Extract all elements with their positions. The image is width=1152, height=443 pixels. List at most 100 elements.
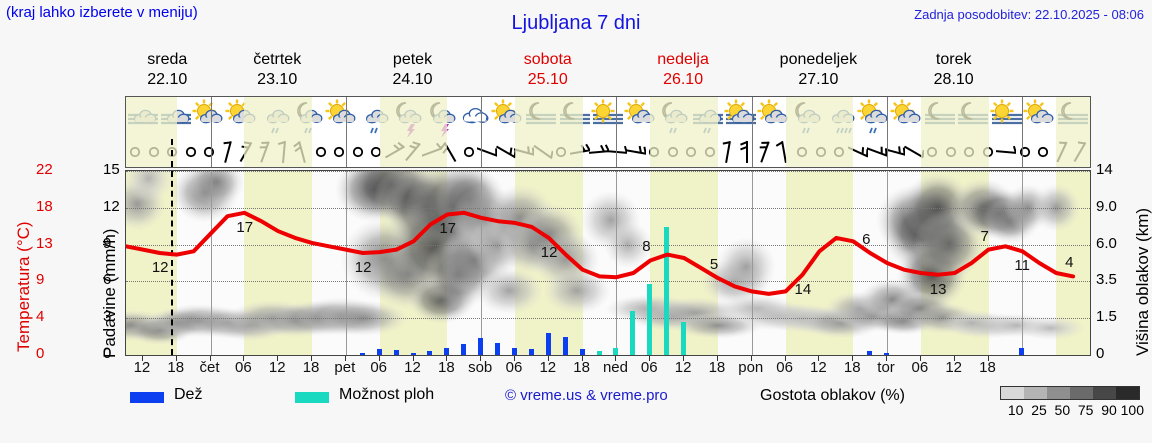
horizontal-gridline: [126, 171, 1090, 172]
day-header-2: četrtek 23.10: [210, 50, 345, 94]
wind-barb: [219, 139, 238, 167]
axis-tick: 6.0: [1096, 234, 1117, 252]
x-axis-tick: [513, 356, 515, 361]
day-separator: [751, 97, 753, 167]
cloud-density-step-10: [1001, 387, 1024, 399]
cloud-density-field: [126, 171, 1090, 355]
x-axis-label: 18: [843, 359, 861, 376]
cloud-density-tick: 75: [1077, 402, 1094, 418]
axis-tick: 0: [1096, 345, 1105, 362]
axis-tick: 1.5: [1096, 308, 1117, 326]
wind-barb: [477, 139, 498, 167]
wind-barb: [775, 139, 794, 167]
daylight-shade: [244, 97, 313, 167]
daylight-shade: [379, 97, 448, 167]
cloud-density-ticks: 10 25 50 75 90 100: [996, 402, 1146, 420]
location-menu-note: (kraj lahko izberete v meniju): [6, 4, 198, 21]
precipitation-bar-rain: [427, 351, 433, 355]
temperature-value-label: 7: [980, 227, 989, 245]
cloud-density-step-100: [1116, 387, 1139, 399]
x-axis-tick: [716, 356, 718, 361]
precipitation-bar-shower: [647, 283, 653, 355]
day-date: 26.10: [663, 71, 704, 89]
daylight-shade: [785, 97, 854, 167]
x-axis-tick: [581, 356, 583, 361]
weather-icon-cloud: [458, 97, 491, 139]
cloud-density-tick: 90: [1101, 402, 1117, 418]
horizontal-gridline: [126, 281, 1090, 283]
x-axis-tick: [683, 356, 685, 361]
x-axis-tick: [615, 356, 617, 361]
daylight-shade: [514, 97, 583, 167]
wind-barb: [588, 139, 609, 167]
day-date: 28.10: [933, 71, 974, 89]
wind-calm-symbol: [311, 139, 330, 167]
temperature-value-label: 12: [540, 243, 558, 261]
temperature-value-label: 12: [151, 258, 169, 276]
x-axis-label: 18: [979, 359, 996, 376]
axis-tick: 3: [103, 308, 112, 326]
x-axis-tick: [987, 356, 989, 361]
page-title: Ljubljana 7 dni: [511, 12, 641, 34]
axis-title-cloud-height: Višina oblakov (km): [1133, 207, 1152, 356]
x-axis-tick: [344, 356, 346, 361]
temperature-value-label: 11: [1014, 257, 1030, 275]
cloud-density-step-90: [1093, 387, 1116, 399]
day-separator: [1022, 171, 1024, 355]
rain-swatch: [130, 392, 164, 403]
weather-icon-sun-cloud-wind: [724, 97, 757, 139]
wind-calm-symbol: [330, 139, 349, 167]
axis-tick: 12: [103, 197, 120, 215]
daylight-shade: [1056, 97, 1090, 167]
x-axis-tick: [852, 356, 854, 361]
cloud-density-ramp: [1000, 386, 1140, 400]
x-axis-label: pet: [334, 359, 356, 376]
temperature-value-label: 13: [929, 280, 947, 298]
precipitation-bar-rain: [884, 352, 890, 355]
temperature-value-label: 17: [439, 220, 457, 238]
x-axis-tick: [953, 356, 955, 361]
cloud-density-step-25: [1024, 387, 1047, 399]
x-axis-tick: [446, 356, 448, 361]
day-header-1: sreda 22.10: [125, 50, 210, 94]
precipitation-bar-rain: [867, 351, 873, 355]
horizontal-gridline: [126, 318, 1090, 320]
x-axis-label: ned: [602, 359, 628, 376]
x-axis-tick: [175, 356, 177, 361]
x-axis-tick: [209, 356, 211, 361]
daylight-shade: [920, 97, 989, 167]
axis-tick: 9: [36, 271, 45, 289]
wind-barb: [996, 139, 1017, 167]
daylight-shade: [650, 97, 718, 167]
horizontal-gridline: [126, 244, 1090, 246]
precipitation-bar-rain: [461, 343, 467, 355]
weather-icon-strip: [125, 96, 1091, 168]
day-separator: [1022, 97, 1024, 167]
wind-barb: [756, 139, 775, 167]
x-axis-label: 12: [945, 359, 963, 376]
x-axis-label: sob: [468, 359, 493, 376]
plot-inner: 12171217128514613711412: [126, 171, 1090, 355]
x-axis-tick: [886, 356, 888, 361]
x-axis-tick: [750, 356, 752, 361]
weather-icon-sun-cloud: [1023, 97, 1056, 139]
axis-tick: 9: [103, 234, 112, 252]
day-separator: [616, 171, 618, 355]
wind-barb: [625, 139, 646, 167]
x-axis-label: čet: [199, 359, 220, 376]
cloud-density-step-75: [1070, 387, 1093, 399]
temperature-value-label: 12: [354, 258, 372, 276]
copyright-link[interactable]: © vreme.us & vreme.pro: [505, 387, 668, 404]
day-separator: [616, 97, 618, 167]
last-updated: Zadnja posodobitev: 22.10.2025 - 08:06: [914, 7, 1144, 22]
precipitation-bar-shower: [630, 310, 636, 355]
axis-tick: 22: [36, 161, 53, 178]
weather-icon-sun-cloud: [192, 97, 225, 139]
precipitation-bar-rain: [545, 332, 551, 355]
x-axis-label: 18: [708, 359, 726, 376]
day-date: 24.10: [392, 71, 433, 89]
horizontal-gridline: [126, 207, 1090, 209]
axis-tick: 13: [36, 234, 53, 252]
x-axis-label: 12: [268, 359, 286, 376]
x-axis-tick: [141, 356, 143, 361]
